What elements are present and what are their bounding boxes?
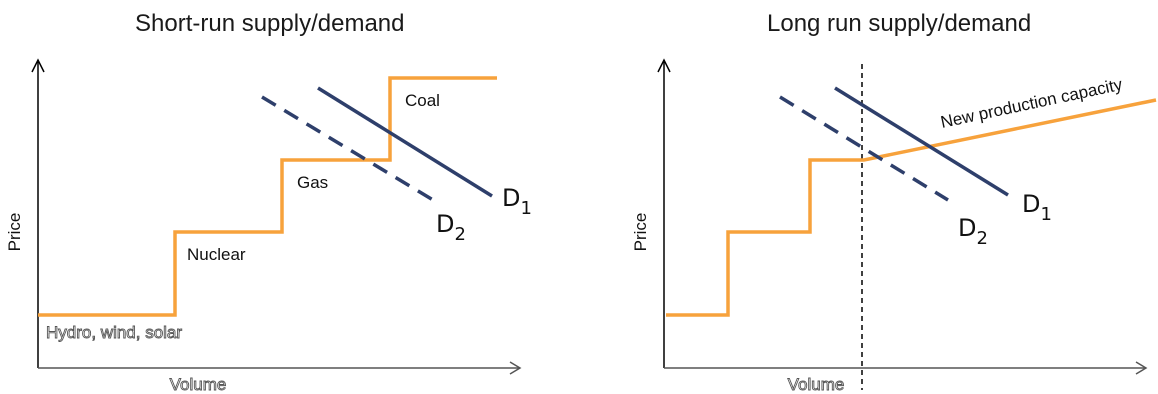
y-axis-label: Price	[5, 213, 24, 252]
demand-d2-label: D2	[958, 214, 988, 249]
demand-d2-label: D2	[436, 210, 466, 245]
segment-label-hydro: Hydro, wind, solar	[46, 323, 182, 342]
segment-label-nuclear: Nuclear	[187, 245, 246, 264]
demand-d2-line	[261, 95, 434, 202]
long-run-panel: Long run supply/demand Price Volume New …	[580, 0, 1158, 394]
long-run-diagram: Price Volume New production capacity D1 …	[631, 58, 1157, 394]
demand-d2-line	[779, 95, 949, 202]
short-run-title: Short-run supply/demand	[135, 10, 405, 37]
short-run-diagram: Price Volume Hydro, wind, solar Nuclear …	[5, 58, 532, 394]
demand-d1-line	[834, 86, 1009, 197]
x-axis-arrow	[1135, 361, 1148, 375]
x-axis-label: Volume	[788, 375, 845, 394]
demand-d1-label: D1	[1022, 190, 1052, 225]
x-axis-arrow	[509, 361, 522, 375]
supply-curve	[666, 98, 1157, 317]
demand-d1-line	[317, 86, 493, 198]
segment-label-gas: Gas	[297, 173, 328, 192]
x-axis-label: Volume	[170, 375, 227, 394]
y-axis-label: Price	[631, 213, 650, 252]
demand-d1-label: D1	[502, 184, 532, 219]
y-axis-arrow	[657, 58, 671, 73]
supply-curve	[38, 76, 497, 317]
long-run-title: Long run supply/demand	[767, 10, 1032, 37]
new-capacity-label: New production capacity	[939, 75, 1125, 132]
segment-label-coal: Coal	[405, 91, 440, 110]
y-axis-arrow	[31, 58, 45, 73]
short-run-panel: Short-run supply/demand Price Volume Hyd…	[0, 0, 560, 394]
